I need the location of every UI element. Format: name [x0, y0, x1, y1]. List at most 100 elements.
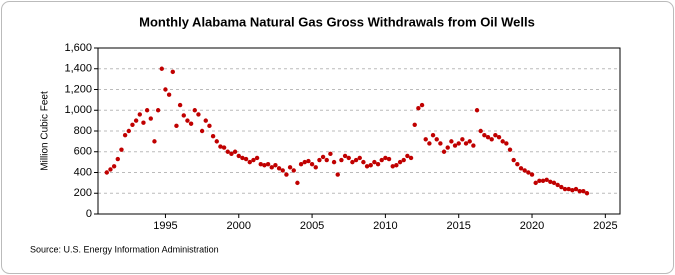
point — [273, 163, 278, 168]
point — [445, 145, 450, 150]
source: Source: U.S. Energy Information Administ… — [30, 244, 219, 254]
x-tick-label: 2000 — [227, 220, 251, 232]
point — [218, 144, 223, 149]
point — [148, 116, 153, 121]
point — [199, 128, 205, 134]
point — [544, 177, 549, 182]
x-tick-label: 2010 — [373, 220, 397, 232]
point — [339, 157, 344, 163]
point — [511, 157, 516, 163]
y-tick-label: 600 — [74, 146, 92, 158]
point — [551, 180, 557, 186]
point — [126, 128, 131, 134]
point — [540, 178, 546, 183]
point — [335, 172, 340, 177]
point — [243, 156, 249, 162]
point — [144, 108, 150, 113]
y-axis-label: Million Cubic Feet — [40, 91, 51, 171]
y-tick-label: 200 — [74, 187, 92, 199]
point — [251, 157, 256, 163]
point — [317, 157, 322, 163]
point — [350, 159, 355, 165]
point — [570, 187, 575, 193]
point — [504, 141, 509, 146]
point — [383, 155, 388, 161]
point — [141, 120, 146, 125]
point — [397, 159, 403, 165]
point — [522, 168, 527, 173]
point — [152, 139, 157, 144]
point — [284, 172, 289, 177]
point — [295, 180, 300, 186]
point — [533, 180, 538, 186]
point — [188, 121, 194, 126]
point — [306, 158, 311, 164]
point — [331, 159, 337, 165]
y-tick-label: 1,400 — [64, 63, 92, 75]
point — [309, 162, 315, 167]
point — [460, 137, 465, 142]
point — [265, 162, 271, 167]
point — [258, 162, 263, 167]
chart-title: Monthly Alabama Natural Gas Gross Withdr… — [139, 14, 535, 29]
point — [577, 188, 582, 194]
point — [368, 163, 373, 168]
point — [416, 105, 421, 111]
point — [526, 170, 531, 175]
point — [386, 156, 392, 162]
point — [427, 141, 432, 146]
point — [449, 139, 454, 144]
y-tick-label: 400 — [74, 166, 92, 178]
point — [174, 123, 179, 129]
point — [372, 159, 377, 165]
point — [240, 155, 245, 161]
point — [181, 113, 186, 118]
point — [232, 149, 238, 154]
y-tick-label: 1,600 — [64, 42, 92, 54]
point — [573, 186, 579, 192]
point — [170, 69, 175, 75]
point — [401, 157, 406, 163]
point — [342, 153, 348, 159]
point — [394, 163, 399, 168]
point — [221, 145, 227, 150]
x-tick-label: 2015 — [446, 220, 470, 232]
point — [463, 141, 469, 146]
point — [485, 135, 491, 140]
point — [207, 123, 212, 129]
point — [456, 141, 461, 146]
point — [225, 149, 230, 154]
point — [262, 163, 267, 168]
point — [159, 66, 164, 71]
y-tick-label: 1,200 — [64, 83, 92, 95]
point — [441, 149, 447, 154]
point — [269, 165, 274, 170]
point — [467, 139, 472, 144]
point — [566, 186, 571, 192]
point — [155, 108, 161, 113]
point — [177, 102, 183, 108]
point — [298, 162, 304, 167]
point — [518, 166, 524, 171]
point — [122, 132, 128, 138]
point — [489, 137, 494, 142]
x-tick-label: 2020 — [520, 220, 544, 232]
point — [375, 162, 381, 167]
point — [236, 153, 241, 159]
point — [196, 112, 201, 117]
point — [493, 132, 498, 138]
point — [166, 92, 172, 97]
point — [137, 112, 142, 117]
point — [471, 143, 476, 148]
point — [320, 154, 326, 160]
x-tick-label: 1995 — [153, 220, 177, 232]
point — [108, 167, 113, 172]
plot-border — [97, 47, 621, 215]
point — [515, 162, 520, 167]
point — [210, 133, 216, 139]
point — [419, 102, 425, 108]
point — [361, 159, 366, 165]
point — [438, 141, 443, 146]
x-tick-label: 2005 — [300, 220, 324, 232]
